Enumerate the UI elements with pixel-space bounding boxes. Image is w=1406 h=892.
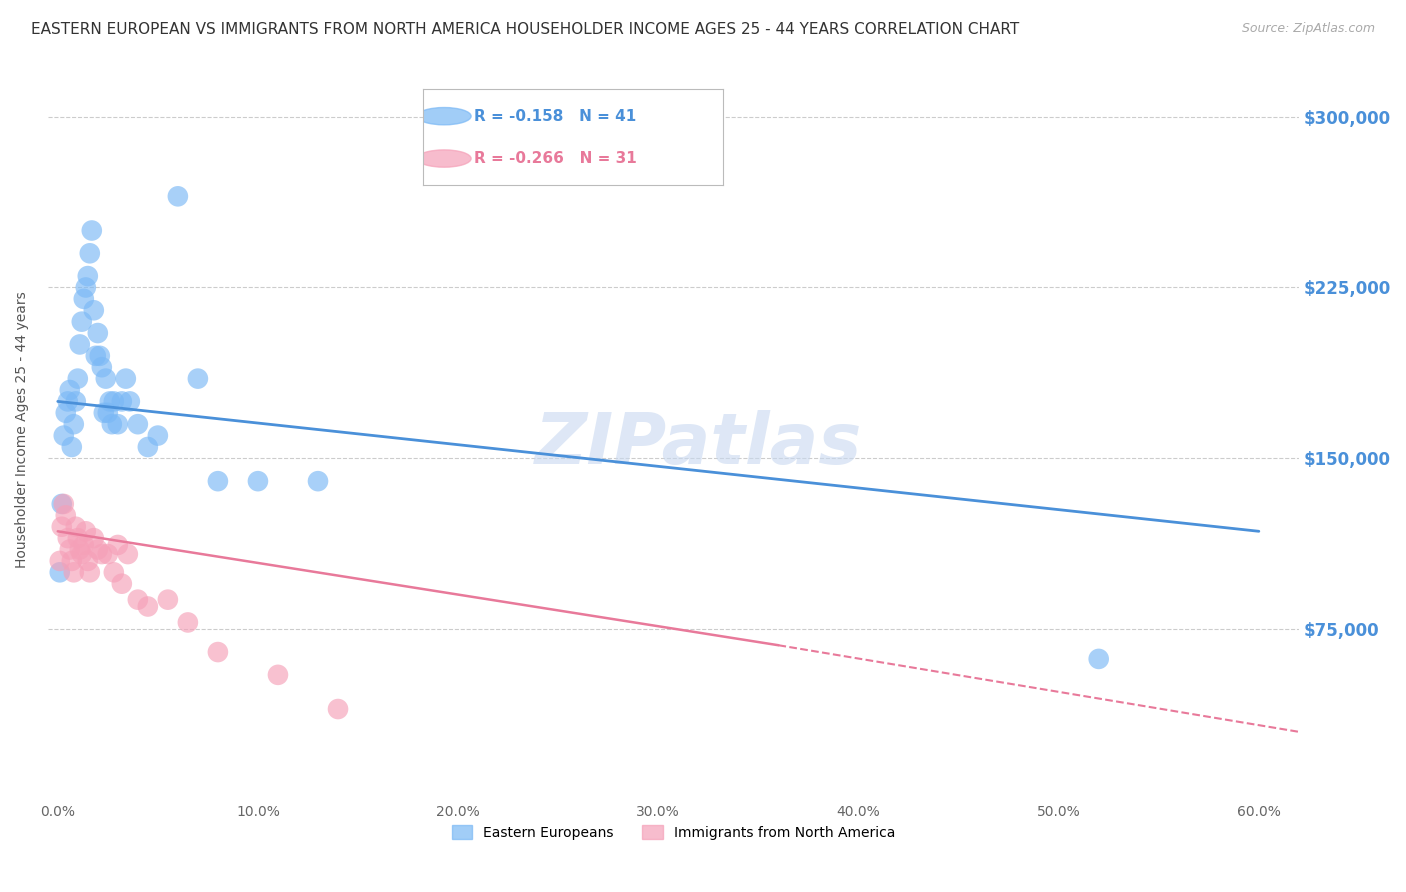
Text: EASTERN EUROPEAN VS IMMIGRANTS FROM NORTH AMERICA HOUSEHOLDER INCOME AGES 25 - 4: EASTERN EUROPEAN VS IMMIGRANTS FROM NORT… (31, 22, 1019, 37)
Point (146, 428, 169, 442)
Point (70, 315, 93, 329)
Point (80, 223, 103, 237)
Point (207, 645, 229, 659)
Point (107, 417, 129, 432)
Point (326, 702, 349, 716)
Point (75, 280, 97, 294)
Point (73, 292, 96, 306)
Point (127, 592, 149, 607)
Point (111, 394, 134, 409)
Point (90, 547, 112, 561)
Point (65, 520, 87, 534)
Point (70, 547, 93, 561)
Point (118, 394, 141, 409)
Point (75, 524, 97, 539)
Point (187, 371, 209, 385)
Point (51, 520, 73, 534)
Legend: Eastern Europeans, Immigrants from North America: Eastern Europeans, Immigrants from North… (446, 819, 901, 845)
Point (55, 508, 77, 523)
Point (307, 474, 329, 488)
Point (117, 547, 139, 561)
Point (59, 542, 82, 557)
Point (136, 440, 159, 454)
Point (60, 440, 83, 454)
Point (84, 349, 107, 363)
Point (101, 417, 124, 432)
Point (65, 394, 87, 409)
Point (52, 497, 75, 511)
Point (59, 383, 82, 397)
Point (69, 337, 91, 351)
Point (103, 394, 125, 409)
Point (114, 371, 136, 385)
Point (94, 371, 117, 385)
Point (51, 497, 73, 511)
Point (83, 303, 105, 318)
Point (90, 360, 112, 375)
Point (52, 428, 75, 442)
Point (1087, 652, 1109, 666)
Text: ZIPatlas: ZIPatlas (534, 410, 862, 479)
Point (97, 547, 120, 561)
Point (56, 394, 79, 409)
Point (76, 554, 98, 568)
Point (103, 566, 125, 580)
Point (89, 349, 111, 363)
Point (111, 576, 134, 591)
Text: Source: ZipAtlas.com: Source: ZipAtlas.com (1241, 22, 1375, 36)
Point (79, 566, 101, 580)
Point (136, 599, 159, 614)
Point (66, 531, 89, 545)
Point (66, 371, 89, 385)
Point (207, 474, 229, 488)
Point (87, 326, 110, 340)
Point (62, 417, 84, 432)
Point (49, 554, 72, 568)
Point (87, 542, 110, 557)
Point (93, 406, 115, 420)
Point (98, 394, 121, 409)
Point (97, 406, 120, 420)
Point (79, 246, 101, 260)
Y-axis label: Householder Income Ages 25 - 44 years: Householder Income Ages 25 - 44 years (15, 292, 30, 568)
Point (107, 538, 129, 552)
Point (56, 531, 79, 545)
Point (156, 592, 179, 607)
Point (49, 566, 72, 580)
Point (246, 474, 269, 488)
Point (62, 566, 84, 580)
Point (73, 538, 96, 552)
Point (55, 406, 77, 420)
Point (69, 542, 91, 557)
Point (177, 615, 200, 630)
Point (83, 531, 105, 545)
Point (60, 554, 83, 568)
Point (76, 269, 98, 284)
Point (127, 417, 149, 432)
Point (167, 189, 190, 203)
Point (267, 668, 290, 682)
